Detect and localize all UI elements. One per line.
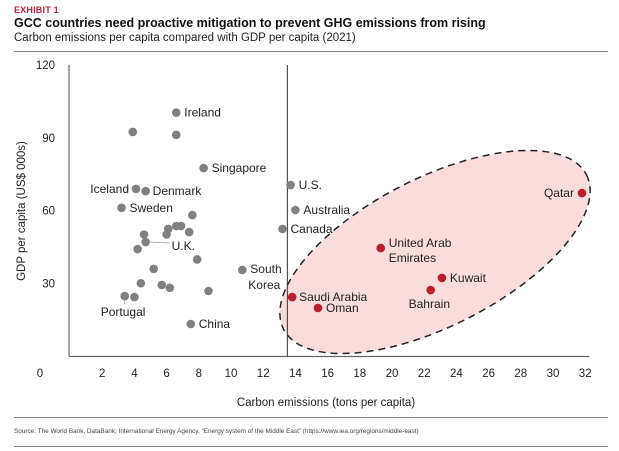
point-label: Saudi Arabia — [299, 290, 367, 304]
data-point — [171, 108, 181, 117]
point-label: U.S. — [299, 178, 322, 192]
x-tick-label: 6 — [163, 368, 169, 380]
chart-subtitle: Carbon emissions per capita compared wit… — [14, 32, 356, 44]
gcc-data-point — [437, 273, 447, 283]
data-point — [188, 210, 197, 220]
y-tick-labels: 30 60 90 120 — [36, 60, 55, 290]
data-point — [128, 127, 138, 137]
x-tick-label: 14 — [289, 368, 302, 380]
gcc-highlight-layer — [279, 149, 591, 355]
gcc-data-point — [577, 188, 587, 198]
x-tick-label: 18 — [353, 368, 366, 380]
point-label: Korea — [248, 278, 280, 292]
source-divider-top — [14, 417, 608, 418]
x-tick-label: 22 — [418, 368, 431, 380]
point-label: Kuwait — [450, 271, 487, 285]
data-point — [186, 319, 196, 329]
data-point — [141, 237, 150, 247]
y-tick-label: 30 — [42, 278, 55, 290]
x-tick-label: 12 — [257, 368, 270, 380]
data-point — [157, 280, 167, 290]
data-points — [117, 108, 587, 329]
gcc-data-point — [376, 243, 386, 253]
data-point — [120, 291, 130, 301]
x-tick-label: 32 — [579, 368, 592, 380]
x-tick-label: 4 — [131, 368, 138, 380]
point-label-line: United Arab — [389, 236, 452, 250]
point-label: Oman — [326, 301, 359, 315]
point-labels: Ireland Singapore Iceland Denmark Sweden U.K.… — [90, 106, 574, 331]
source-note: Source: The World Bank, DataBank; Intern… — [14, 428, 419, 435]
x-tick-label: 24 — [450, 368, 463, 380]
y-tick-label: 90 — [42, 133, 55, 145]
point-label: Sweden — [130, 201, 173, 215]
data-point — [133, 244, 142, 254]
point-label: Qatar — [544, 186, 574, 200]
gcc-data-point — [287, 292, 297, 302]
point-label: Denmark — [153, 184, 203, 198]
gcc-data-point — [313, 303, 323, 313]
data-point — [141, 186, 150, 196]
point-label: Bahrain — [409, 297, 450, 311]
chart-title: GCC countries need proactive mitigation … — [14, 16, 486, 30]
data-point — [237, 265, 247, 275]
data-point — [291, 205, 300, 215]
data-point — [278, 224, 287, 234]
data-point — [162, 230, 171, 239]
point-label: United Arab Emirates — [389, 236, 452, 265]
gcc-highlight-ellipse — [279, 149, 591, 355]
data-point — [149, 264, 159, 274]
point-label: Iceland — [90, 182, 129, 196]
data-point — [165, 283, 175, 293]
data-point — [286, 180, 295, 190]
x-tick-label: 10 — [225, 368, 238, 380]
point-label: Singapore — [212, 161, 267, 175]
x-tick-label: 20 — [386, 368, 399, 380]
top-divider — [14, 51, 608, 52]
x-tick-labels: 0 2 4 6 8 10 12 14 16 18 20 22 24 26 28 30 32 — [37, 368, 592, 380]
x-tick-label: 28 — [514, 368, 527, 380]
x-tick-label: 0 — [37, 368, 43, 380]
point-label: Portugal — [101, 305, 146, 319]
data-point — [171, 130, 181, 140]
y-axis-label: GDP per capita (US$ 000s) — [16, 141, 28, 281]
data-point — [139, 230, 149, 239]
gcc-data-point — [426, 285, 435, 295]
data-point — [184, 227, 194, 237]
data-point — [136, 278, 146, 288]
point-label-line: Emirates — [389, 251, 436, 265]
point-label: Ireland — [184, 106, 221, 120]
x-tick-label: 16 — [321, 368, 334, 380]
point-label: U.K. — [172, 239, 195, 253]
point-label: China — [199, 317, 231, 331]
data-point — [117, 203, 126, 213]
label-leader-line — [149, 241, 170, 244]
data-point — [130, 292, 139, 302]
axes — [68, 65, 590, 358]
x-tick-label: 30 — [547, 368, 560, 380]
data-point — [171, 221, 181, 231]
x-tick-label: 8 — [196, 368, 202, 380]
data-point — [131, 184, 141, 194]
point-label: South — [250, 262, 281, 276]
x-tick-label: 26 — [482, 368, 495, 380]
exhibit-label: EXHIBIT 1 — [14, 5, 59, 15]
source-divider-bottom — [14, 446, 608, 447]
point-label: Canada — [291, 222, 333, 236]
data-point — [199, 163, 208, 173]
x-axis-label: Carbon emissions (tons per capita) — [237, 397, 415, 409]
y-tick-label: 60 — [42, 206, 55, 218]
x-tick-label: 2 — [99, 368, 105, 380]
data-point — [192, 255, 202, 264]
y-tick-label: 120 — [36, 60, 55, 72]
data-point — [204, 286, 213, 296]
point-label: Australia — [303, 203, 350, 217]
